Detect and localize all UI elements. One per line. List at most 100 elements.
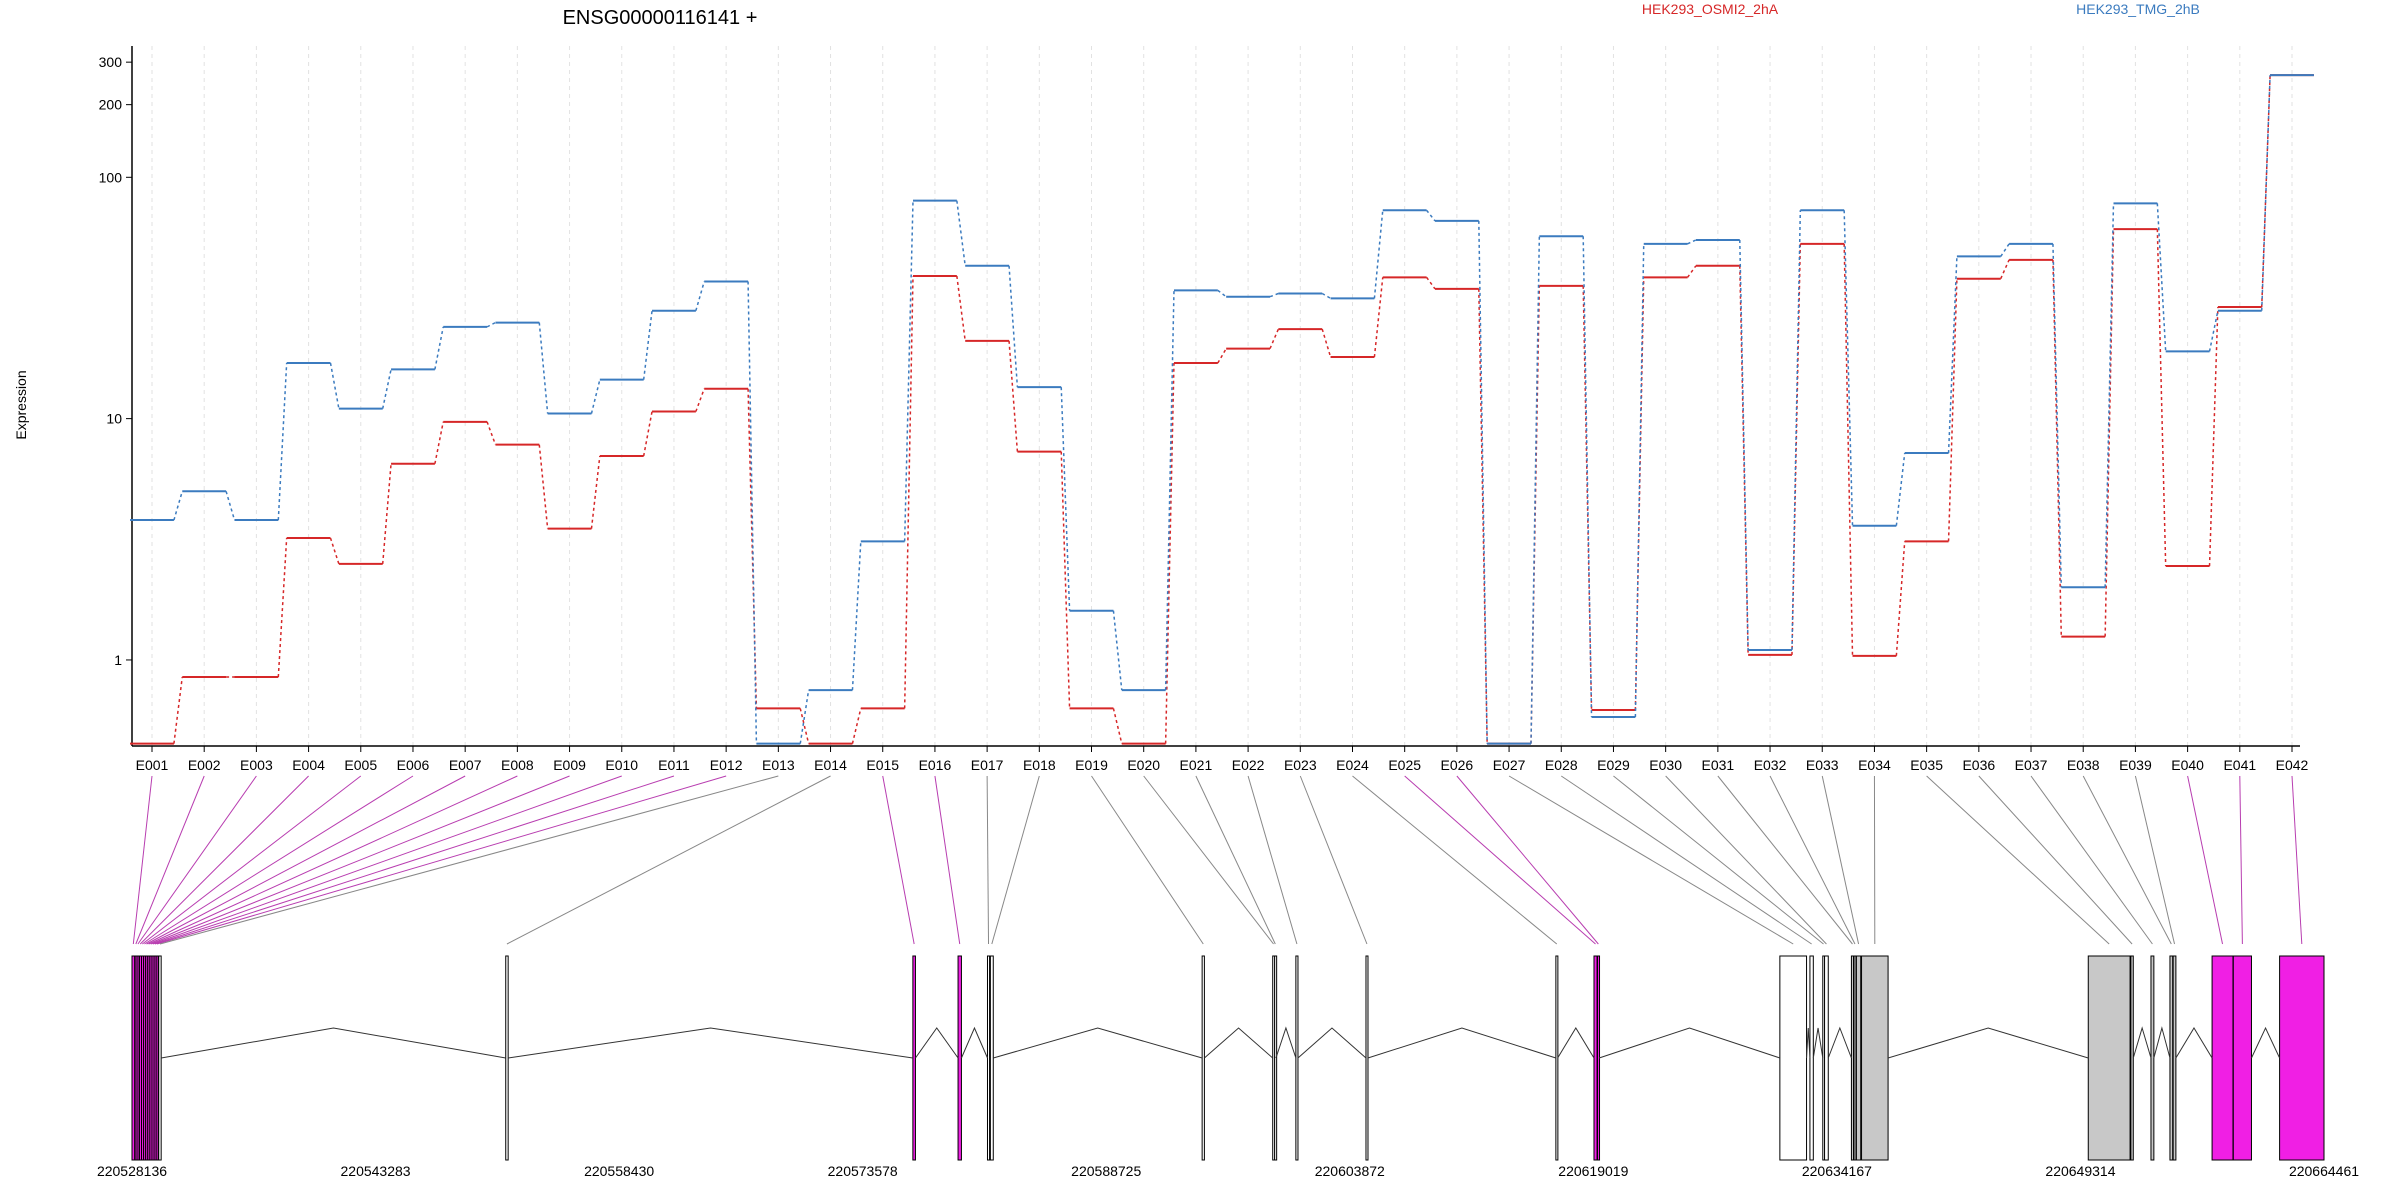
segment-connector xyxy=(2104,203,2115,588)
segment-connector xyxy=(642,411,653,457)
segment-connector xyxy=(851,708,862,744)
x-tick-label-E012: E012 xyxy=(710,757,743,773)
x-tick-label-E010: E010 xyxy=(605,757,638,773)
exon-box-E033 xyxy=(1855,955,1862,1161)
segment-connector xyxy=(277,362,288,521)
exon-box-E037 xyxy=(2150,955,2155,1161)
x-tick-label-E040: E040 xyxy=(2171,757,2204,773)
exon-box-E042 xyxy=(2279,955,2325,1161)
segment-connector xyxy=(1791,210,1802,650)
connector-E008 xyxy=(148,775,518,945)
segment-connector xyxy=(1634,243,1645,718)
segment-connector xyxy=(695,388,705,412)
segment-connector xyxy=(173,491,183,521)
segment-connector xyxy=(1843,243,1854,656)
segment-connector xyxy=(747,281,758,744)
x-tick-label-E002: E002 xyxy=(188,757,221,773)
series-HEK293_TMG_2hB xyxy=(130,74,2314,745)
segment-connector xyxy=(1687,239,1697,245)
segment-connector xyxy=(1008,340,1019,452)
chart-title: ENSG00000116141 + xyxy=(563,7,758,29)
segment-connector xyxy=(1895,452,1906,526)
exon-box-E034 xyxy=(1861,955,1889,1161)
intron-line xyxy=(915,1027,959,1059)
segment-connector xyxy=(277,538,288,678)
x-tick-label-E009: E009 xyxy=(553,757,586,773)
y-tick-label: 200 xyxy=(99,97,123,113)
intron-line xyxy=(1887,1027,2089,1059)
connector-E017 xyxy=(986,775,990,945)
x-tick-label-E038: E038 xyxy=(2067,757,2100,773)
x-tick-label-E004: E004 xyxy=(292,757,325,773)
x-tick-label-E031: E031 xyxy=(1702,757,1735,773)
segment-connector xyxy=(381,463,392,564)
x-tick-label-E020: E020 xyxy=(1127,757,1160,773)
x-tick-label-E008: E008 xyxy=(501,757,534,773)
segment-connector xyxy=(2208,310,2219,352)
segment-connector xyxy=(1947,278,1958,542)
exon-connector-lines xyxy=(132,775,2303,945)
intron-line xyxy=(1827,1026,1852,1059)
exon-box-E038 xyxy=(2169,955,2174,1161)
connector-E018 xyxy=(991,775,1040,945)
segment-connector xyxy=(2104,229,2115,637)
x-tick-label-E007: E007 xyxy=(449,757,482,773)
segment-connector xyxy=(1164,362,1175,744)
connector-E011 xyxy=(154,775,675,945)
intron-line xyxy=(2175,1027,2213,1059)
connector-E035 xyxy=(1926,775,2110,945)
y-axis-label: Expression xyxy=(13,370,29,439)
segment-connector xyxy=(956,275,966,341)
exon-box-E003 xyxy=(136,955,140,1161)
connector-E025 xyxy=(1404,775,1596,945)
connector-E021 xyxy=(1195,775,1276,945)
segment-connector xyxy=(1217,348,1227,364)
segment-connector xyxy=(1112,610,1123,691)
genomic-tick-label: 220619019 xyxy=(1558,1163,1628,1179)
intron-line xyxy=(2153,1026,2171,1059)
segment-connector xyxy=(1686,265,1697,278)
legend-series-b: HEK293_TMG_2hB xyxy=(2076,1,2200,17)
segment-connector xyxy=(1530,236,1541,744)
connector-E024 xyxy=(1352,775,1558,945)
intron-line xyxy=(1297,1027,1367,1059)
segment-connector xyxy=(2000,243,2010,257)
exon-box-E024 xyxy=(1555,955,1559,1161)
segment-connector xyxy=(2000,259,2010,280)
x-tick-label-E018: E018 xyxy=(1023,757,1056,773)
segment-connector xyxy=(434,326,444,370)
x-tick-label-E042: E042 xyxy=(2276,757,2309,773)
segment-connector xyxy=(1895,541,1906,656)
connector-E010 xyxy=(152,775,622,945)
x-tick-label-E019: E019 xyxy=(1075,757,1108,773)
segment-connector xyxy=(1008,265,1019,388)
segment-connector xyxy=(1112,708,1123,744)
exon-box-E040 xyxy=(2211,955,2234,1161)
x-tick-label-E036: E036 xyxy=(1962,757,1995,773)
x-tick-label-E024: E024 xyxy=(1336,757,1369,773)
genomic-tick-label: 220664461 xyxy=(2289,1163,2359,1179)
x-tick-label-E037: E037 xyxy=(2015,757,2048,773)
connector-E026 xyxy=(1456,775,1599,945)
connector-E006 xyxy=(144,775,414,945)
segment-connector xyxy=(1060,451,1071,709)
connector-E005 xyxy=(142,775,362,945)
vertical-gridlines xyxy=(151,46,2293,746)
exon-box-E017 xyxy=(986,955,991,1161)
x-tick-label-E026: E026 xyxy=(1441,757,1474,773)
connector-E003 xyxy=(137,775,257,945)
series-HEK293_OSMI2_2hA xyxy=(130,74,2314,745)
intron-line xyxy=(2251,1026,2281,1059)
segment-connector xyxy=(329,362,340,409)
connector-E023 xyxy=(1299,775,1368,945)
y-tick-label: 1 xyxy=(114,652,122,668)
segment-connector xyxy=(381,369,392,409)
x-tick-label-E001: E001 xyxy=(136,757,169,773)
segment-connector xyxy=(1426,209,1436,222)
connector-E036 xyxy=(1978,775,2133,945)
exon-box-E019 xyxy=(1201,955,1205,1161)
exon-box-E028 xyxy=(1809,955,1814,1161)
segment-connector xyxy=(590,379,601,414)
connector-E013 xyxy=(159,775,779,945)
connector-E027 xyxy=(1508,775,1794,945)
